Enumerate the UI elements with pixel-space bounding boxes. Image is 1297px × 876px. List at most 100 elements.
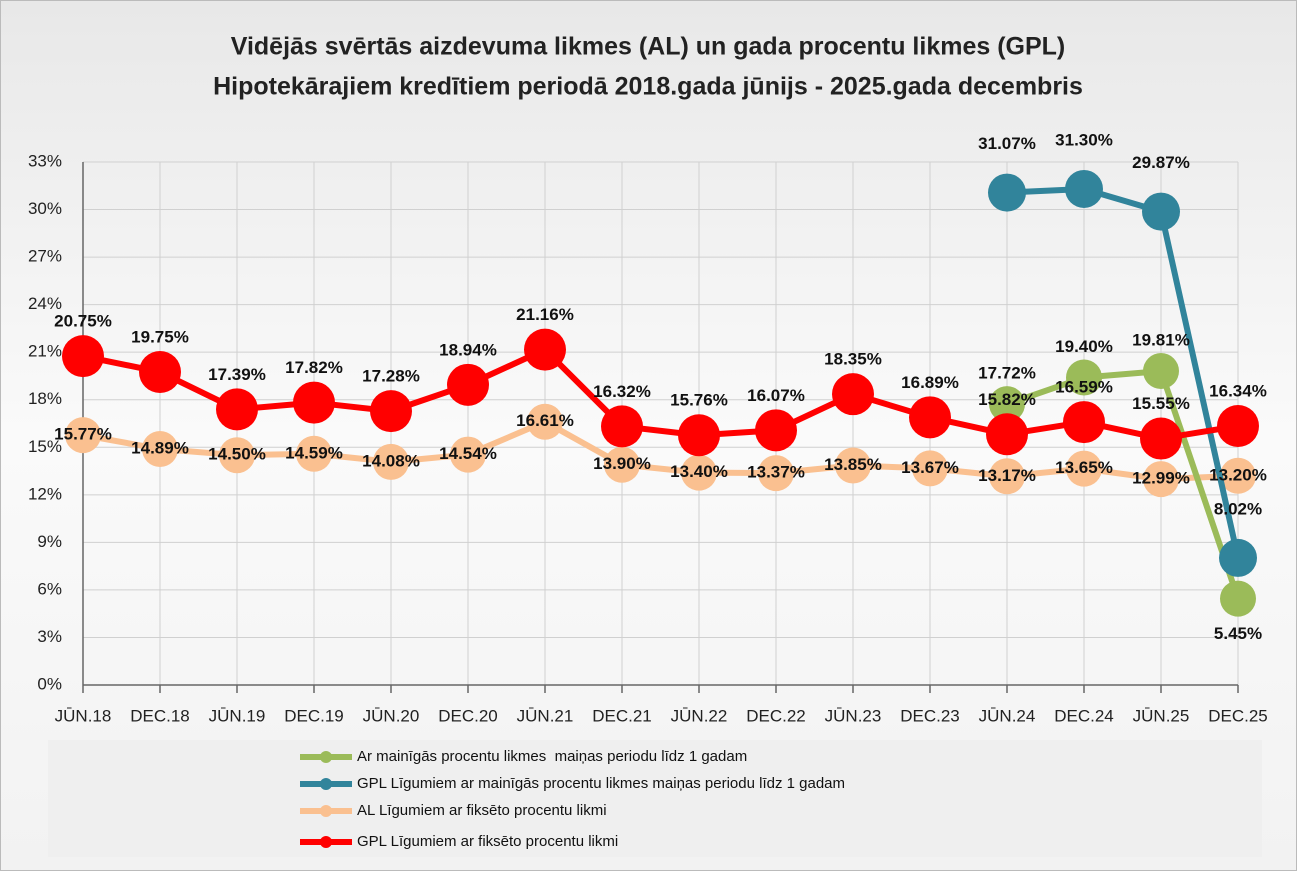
marker <box>1140 417 1182 460</box>
marker <box>293 381 335 424</box>
legend-label: AL Līgumiem ar fiksēto procentu likmi <box>357 802 607 819</box>
marker <box>755 409 797 452</box>
x-tick-label: JŪN.22 <box>671 706 728 725</box>
marker <box>601 405 643 448</box>
marker <box>1065 169 1103 208</box>
marker <box>988 173 1026 212</box>
data-label: 13.65% <box>1055 458 1113 477</box>
data-label: 13.40% <box>670 462 728 481</box>
x-tick-label: DEC.24 <box>1054 706 1114 725</box>
y-tick-label: 9% <box>37 532 62 551</box>
data-label: 19.75% <box>131 327 189 346</box>
data-label: 31.07% <box>978 134 1036 153</box>
series-line <box>82 346 1239 442</box>
y-tick-label: 0% <box>37 674 62 693</box>
marker <box>142 431 178 468</box>
data-label: 16.89% <box>901 373 959 392</box>
y-tick-label: 21% <box>28 342 62 361</box>
data-label: 14.50% <box>208 445 266 464</box>
y-tick-label: 30% <box>28 199 62 218</box>
marker <box>1220 580 1256 617</box>
data-label: 21.16% <box>516 305 574 324</box>
data-label: 18.35% <box>824 350 882 369</box>
data-label: 16.07% <box>747 386 805 405</box>
x-tick-label: JŪN.18 <box>55 706 112 725</box>
data-label: 31.30% <box>1055 130 1113 149</box>
data-label: 15.82% <box>978 390 1036 409</box>
x-tick-label: JŪN.23 <box>825 706 882 725</box>
marker <box>1066 450 1102 487</box>
data-label: 15.55% <box>1132 394 1190 413</box>
data-label: 18.94% <box>439 340 497 359</box>
data-label: 13.20% <box>1209 465 1267 484</box>
marker <box>1217 405 1259 448</box>
marker <box>1220 457 1256 494</box>
y-tick-label: 12% <box>28 484 62 503</box>
y-tick-label: 15% <box>28 437 62 456</box>
data-label: 14.59% <box>285 443 343 462</box>
data-label: 16.59% <box>1055 378 1113 397</box>
marker <box>986 413 1028 456</box>
data-label: 13.17% <box>978 466 1036 485</box>
x-tick-label: JŪN.20 <box>363 706 420 725</box>
data-label: 16.34% <box>1209 382 1267 401</box>
x-tick-label: DEC.18 <box>130 706 190 725</box>
data-label: 19.40% <box>1055 337 1113 356</box>
data-label: 15.76% <box>670 391 728 410</box>
marker <box>832 373 874 416</box>
y-tick-label: 27% <box>28 247 62 266</box>
legend-label: Ar mainīgās procentu likmes maiņas perio… <box>357 748 747 765</box>
data-label: 16.61% <box>516 411 574 430</box>
marker <box>989 458 1025 495</box>
x-tick-label: DEC.22 <box>746 706 806 725</box>
marker <box>65 417 101 454</box>
data-label: 14.08% <box>362 451 420 470</box>
data-label: 13.67% <box>901 458 959 477</box>
data-label: 8.02% <box>1214 499 1262 518</box>
marker <box>524 328 566 371</box>
legend-marker <box>320 836 332 848</box>
chart-title: Vidējās svērtās aizdevuma likmes (AL) un… <box>231 33 1066 61</box>
marker <box>1143 461 1179 498</box>
marker <box>219 437 255 474</box>
x-tick-label: DEC.23 <box>900 706 960 725</box>
data-label: 17.72% <box>978 364 1036 383</box>
data-label: 15.77% <box>54 425 112 444</box>
y-tick-label: 18% <box>28 389 62 408</box>
data-label: 17.82% <box>285 358 343 377</box>
marker <box>758 455 794 492</box>
data-label: 12.99% <box>1132 469 1190 488</box>
marker <box>296 435 332 472</box>
x-tick-label: DEC.19 <box>284 706 344 725</box>
marker <box>450 436 486 473</box>
x-tick-label: JŪN.24 <box>979 706 1036 725</box>
x-tick-label: JŪN.21 <box>517 706 574 725</box>
data-label: 20.75% <box>54 312 112 331</box>
y-tick-label: 3% <box>37 627 62 646</box>
marker <box>909 396 951 439</box>
marker <box>912 450 948 487</box>
legend-box <box>48 740 1262 857</box>
y-tick-label: 6% <box>37 579 62 598</box>
x-tick-label: DEC.21 <box>592 706 652 725</box>
series-line <box>1006 368 1241 600</box>
data-label: 13.85% <box>824 455 882 474</box>
data-label: 13.37% <box>747 463 805 482</box>
data-label: 16.32% <box>593 382 651 401</box>
marker <box>681 454 717 491</box>
series-line <box>82 418 1239 483</box>
marker <box>370 390 412 433</box>
y-tick-label: 33% <box>28 151 62 170</box>
chart-title: Hipotekārajiem kredītiem periodā 2018.ga… <box>213 73 1083 101</box>
data-label: 13.90% <box>593 454 651 473</box>
y-tick-label: 24% <box>28 294 62 313</box>
legend-label: GPL Līgumiem ar mainīgās procentu likmes… <box>357 775 845 792</box>
marker <box>139 350 181 393</box>
marker <box>1219 538 1257 577</box>
x-tick-label: DEC.20 <box>438 706 498 725</box>
data-label: 14.54% <box>439 444 497 463</box>
data-label: 29.87% <box>1132 153 1190 172</box>
marker <box>989 386 1025 423</box>
data-label: 17.39% <box>208 365 266 384</box>
legend-marker <box>320 751 332 763</box>
